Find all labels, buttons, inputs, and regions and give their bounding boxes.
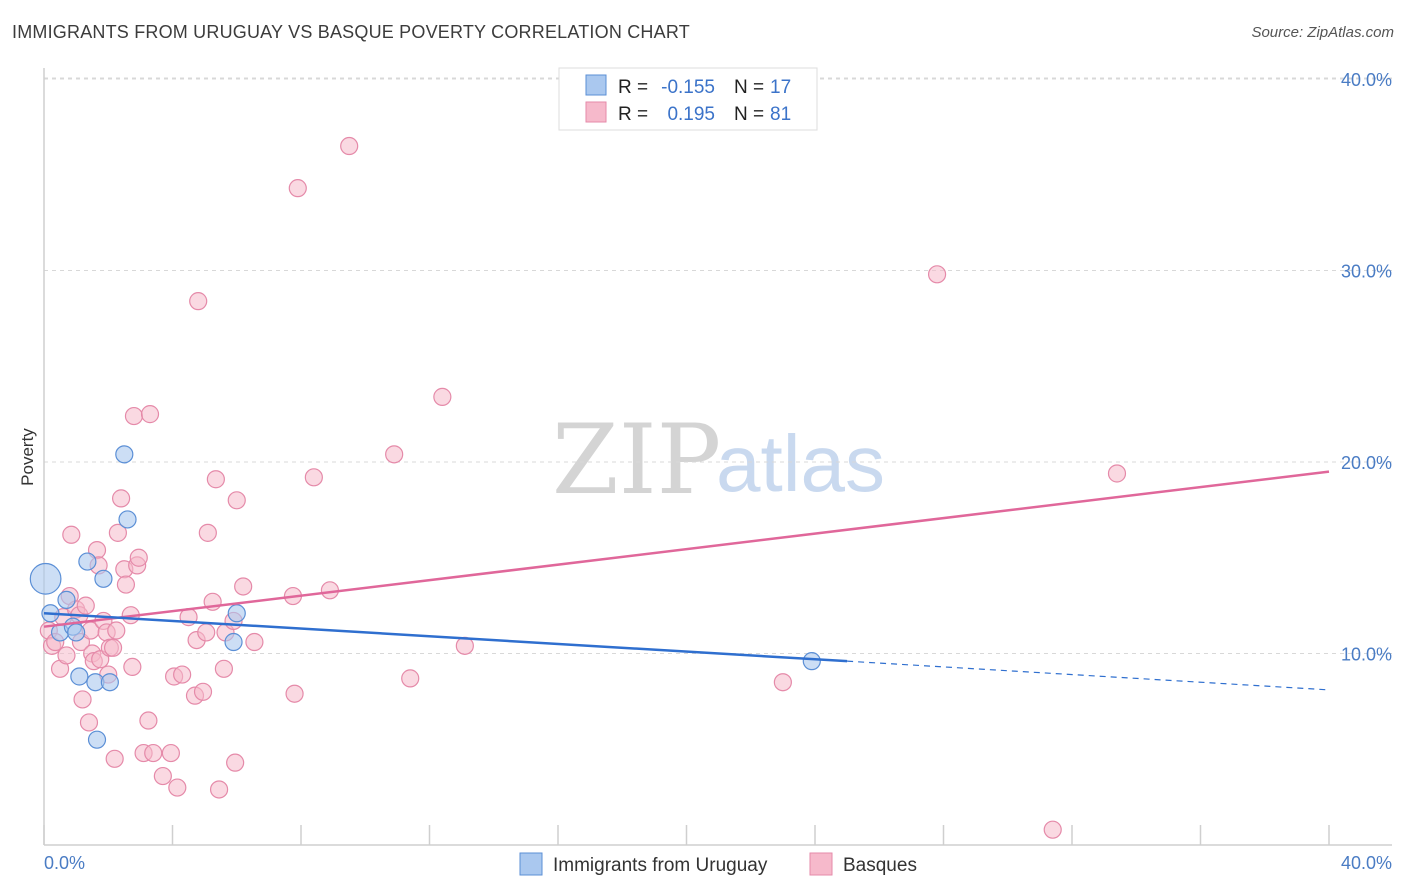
basques-point	[197, 623, 216, 642]
y-tick-labels: 10.0% 20.0% 30.0% 40.0%	[1341, 70, 1392, 665]
legend-swatch-basques	[809, 852, 833, 876]
basques-point	[288, 179, 307, 198]
basques-point	[129, 548, 148, 567]
basques-point	[153, 766, 172, 786]
uruguay-point	[57, 590, 76, 609]
basques-point	[226, 753, 245, 772]
stats-box: R = -0.155 N = 17 R = 0.195 N = 81	[558, 67, 818, 131]
uruguay-point	[94, 569, 113, 588]
basques-point	[401, 669, 420, 688]
legend-label-uruguay: Immigrants from Uruguay	[553, 855, 768, 876]
basques-point	[385, 445, 404, 464]
basques-point	[168, 778, 187, 797]
basques-point	[927, 265, 947, 284]
basques-point	[198, 523, 217, 542]
stats-n-label-2: N =	[734, 104, 764, 125]
chart-source: Source: ZipAtlas.com	[1251, 24, 1394, 41]
chart-title: IMMIGRANTS FROM URUGUAY VS BASQUE POVERT…	[12, 22, 690, 42]
basques-point	[111, 489, 131, 508]
basques-point	[76, 596, 95, 615]
uruguay-point	[70, 667, 89, 686]
basques-point	[62, 525, 81, 544]
stats-r-value-1: -0.155	[661, 77, 715, 98]
basques-point	[79, 713, 99, 732]
basques-point	[57, 646, 76, 665]
y-tick-label: 40.0%	[1341, 70, 1392, 90]
basques-point	[140, 405, 160, 424]
gridlines	[44, 77, 1392, 654]
uruguay-point	[224, 632, 243, 652]
basques-point	[227, 491, 246, 510]
trend-lines	[43, 470, 1330, 691]
basques-point	[144, 743, 163, 763]
x-tick-label-max: 40.0%	[1341, 853, 1392, 873]
uruguay-point	[29, 562, 62, 595]
basques-point	[124, 406, 144, 426]
basques-trend-line	[43, 470, 1330, 628]
basques-point	[245, 632, 264, 652]
stats-r-value-2: 0.195	[667, 104, 715, 125]
stats-r-label-2: R =	[618, 104, 648, 125]
uruguay-point	[100, 673, 119, 692]
basques-point	[304, 468, 323, 487]
stats-n-value-2: 81	[770, 104, 791, 125]
stats-swatch-uruguay	[585, 74, 607, 96]
basques-point	[773, 673, 792, 692]
basques-point	[105, 749, 124, 768]
basques-point	[139, 711, 158, 730]
y-tick-label: 30.0%	[1341, 262, 1392, 282]
uruguay-point	[87, 730, 107, 749]
uruguay-point	[67, 623, 86, 642]
basques-point	[108, 523, 127, 542]
x-tick-label-min: 0.0%	[44, 853, 85, 873]
x-axis-ticks	[43, 825, 1330, 845]
basques-point	[285, 684, 304, 703]
basques-point	[173, 665, 192, 684]
legend-label-basques: Basques	[843, 855, 917, 876]
stats-r-label-1: R =	[618, 77, 648, 98]
basques-point	[161, 743, 180, 763]
basques-point	[123, 657, 142, 677]
basques-point	[340, 136, 359, 156]
basques-point	[73, 690, 92, 709]
basques-point	[116, 575, 136, 594]
y-axis-label: Poverty	[18, 428, 37, 486]
basques-point	[209, 780, 229, 799]
stats-n-value-1: 17	[770, 77, 791, 98]
watermark-zip: ZIP	[552, 404, 721, 516]
uruguay-trend-line	[43, 612, 848, 663]
y-tick-label: 20.0%	[1341, 453, 1392, 473]
stats-n-label-1: N =	[734, 77, 764, 98]
y-tick-label: 10.0%	[1341, 645, 1392, 665]
basques-point	[189, 292, 208, 311]
uruguay-point	[115, 445, 134, 464]
basques-point	[234, 577, 253, 596]
uruguay-point	[227, 604, 246, 623]
uruguay-point	[78, 552, 97, 571]
basques-point	[206, 470, 225, 489]
basques-point	[103, 638, 123, 657]
uruguay-point	[118, 510, 137, 529]
watermark-atlas: atlas	[716, 419, 885, 508]
basques-point	[433, 387, 452, 406]
legend-swatch-uruguay	[519, 852, 543, 876]
uruguay-trend-extension	[847, 660, 1330, 691]
basques-point	[214, 659, 233, 678]
basques-point	[107, 621, 126, 640]
legend: Immigrants from Uruguay Basques	[519, 852, 917, 876]
uruguay-points	[29, 445, 821, 749]
basques-point	[1107, 464, 1127, 483]
basques-point	[1043, 820, 1062, 839]
basques-point	[193, 682, 213, 701]
stats-swatch-basques	[585, 101, 607, 123]
uruguay-point	[802, 652, 821, 671]
